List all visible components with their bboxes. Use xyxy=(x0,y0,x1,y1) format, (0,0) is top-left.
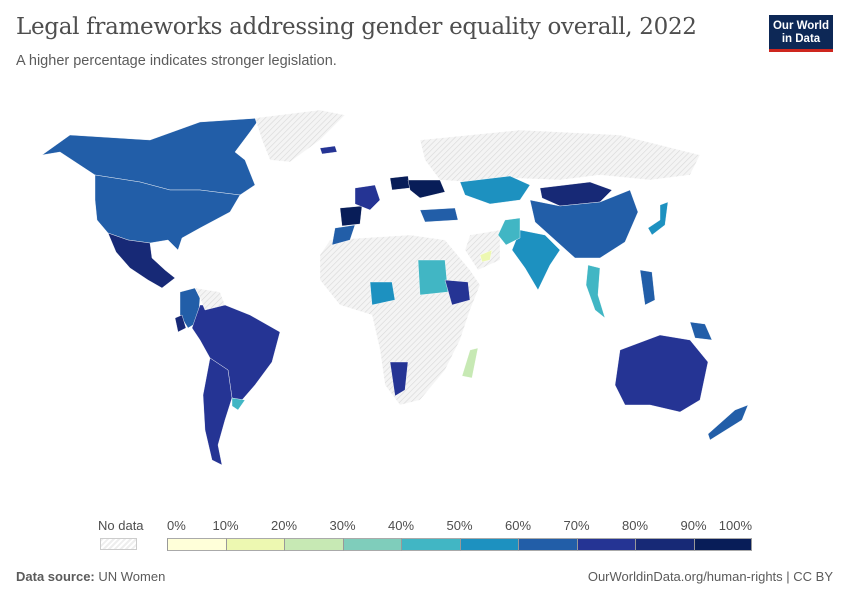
legend-tick-label: 50% xyxy=(446,518,473,533)
legend-bin[interactable] xyxy=(167,538,226,551)
country-philippines[interactable] xyxy=(639,269,656,306)
data-source-value[interactable]: UN Women xyxy=(98,569,166,584)
no-data-region[interactable] xyxy=(464,229,501,271)
color-legend: No data 0% 10% 20% 30% 40% 50% 60% 70% 80% 90% 100… xyxy=(95,516,775,552)
country-canada[interactable] xyxy=(41,117,261,196)
country-ecuador[interactable] xyxy=(174,314,187,333)
legend-tick-label: 60% xyxy=(504,518,532,533)
legend-no-data-label: No data xyxy=(98,518,144,533)
country-venezuela[interactable] xyxy=(194,287,226,311)
country-uruguay[interactable] xyxy=(231,397,246,411)
legend-tick-label: 0% xyxy=(167,518,186,533)
chart-title: Legal frameworks addressing gender equal… xyxy=(16,14,697,40)
country-france[interactable] xyxy=(354,184,381,211)
country-new-zealand[interactable] xyxy=(707,404,749,441)
country-papua-new-guinea[interactable] xyxy=(689,321,713,341)
country-nigeria[interactable] xyxy=(369,281,396,306)
country-india[interactable] xyxy=(511,229,561,291)
country-madagascar[interactable] xyxy=(461,347,479,379)
country-iceland[interactable] xyxy=(319,145,338,155)
country-ethiopia[interactable] xyxy=(444,279,471,306)
logo-line-2: in Data xyxy=(781,33,821,45)
data-source: Data source: UN Women xyxy=(16,569,165,584)
legend-bin[interactable] xyxy=(518,538,577,551)
source-url[interactable]: OurWorldinData.org/human-rights | CC BY xyxy=(587,569,833,584)
country-turkey[interactable] xyxy=(419,207,459,223)
legend-bin[interactable] xyxy=(284,538,343,551)
legend-bin[interactable] xyxy=(693,538,752,551)
legend-tick-label: 100% xyxy=(718,518,752,533)
country-poland[interactable] xyxy=(389,175,411,191)
country-united-arab-emirates[interactable] xyxy=(479,249,493,263)
country-united-states[interactable] xyxy=(94,174,241,251)
legend-tick-label: 40% xyxy=(387,518,415,533)
country-sudan[interactable] xyxy=(417,259,449,296)
legend-tick-label: 10% xyxy=(212,518,239,533)
country-morocco[interactable] xyxy=(331,224,356,246)
legend-bin[interactable] xyxy=(342,538,401,551)
legend-no-data-swatch[interactable] xyxy=(100,538,137,550)
legend-bin[interactable] xyxy=(401,538,460,551)
country-spain[interactable] xyxy=(339,205,363,227)
legend-bin[interactable] xyxy=(576,538,635,551)
country-russia[interactable] xyxy=(419,129,701,183)
legend-tick-label: 70% xyxy=(563,518,590,533)
owid-logo[interactable]: Our World in Data xyxy=(769,15,833,52)
country-pakistan[interactable] xyxy=(497,217,521,246)
legend-tick-label: 20% xyxy=(270,518,298,533)
country-china[interactable] xyxy=(529,189,639,259)
legend-tick-label: 30% xyxy=(329,518,356,533)
country-greenland[interactable] xyxy=(254,109,346,163)
country-namibia[interactable] xyxy=(389,361,409,397)
country-thailand[interactable] xyxy=(585,264,606,319)
chart-subtitle: A higher percentage indicates stronger l… xyxy=(16,53,337,69)
country-argentina[interactable] xyxy=(202,357,233,466)
country-mexico[interactable] xyxy=(107,232,176,289)
legend-bin[interactable] xyxy=(459,538,518,551)
country-ukraine[interactable] xyxy=(407,179,446,199)
legend-bin[interactable] xyxy=(635,538,694,551)
logo-line-1: Our World xyxy=(772,20,829,32)
world-map[interactable] xyxy=(0,100,850,480)
legend-bin[interactable] xyxy=(225,538,284,551)
country-kazakhstan[interactable] xyxy=(459,175,531,205)
legend-tick-label: 90% xyxy=(680,518,707,533)
country-australia[interactable] xyxy=(614,334,709,413)
legend-tick-label: 80% xyxy=(621,518,649,533)
data-source-label: Data source: xyxy=(16,569,95,584)
country-japan[interactable] xyxy=(647,201,669,236)
